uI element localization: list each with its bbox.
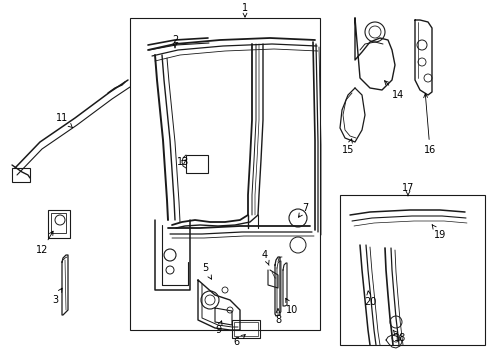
Bar [185,155,207,173]
Bar [12,168,30,182]
Text: 9: 9 [215,321,222,335]
Text: 17: 17 [401,183,413,196]
Text: 5: 5 [202,263,211,279]
Text: 16: 16 [423,94,435,155]
Bar [130,18,319,330]
Text: 13: 13 [177,157,189,167]
Bar [339,195,484,345]
Text: 10: 10 [285,298,298,315]
Text: 19: 19 [431,225,445,240]
Text: 8: 8 [274,309,281,325]
Text: 2: 2 [171,35,178,48]
Text: 20: 20 [363,291,375,307]
Text: 1: 1 [242,3,247,17]
Text: 4: 4 [262,250,268,265]
Bar [51,213,66,233]
Text: 12: 12 [36,231,53,255]
Text: 3: 3 [52,288,62,305]
Text: 14: 14 [384,81,403,100]
Text: 18: 18 [392,330,406,343]
Text: 15: 15 [341,139,353,155]
Bar [231,320,260,338]
Text: 7: 7 [298,203,307,217]
Text: 11: 11 [56,113,72,128]
Text: 6: 6 [232,334,245,347]
Bar [234,322,258,336]
Bar [48,210,70,238]
